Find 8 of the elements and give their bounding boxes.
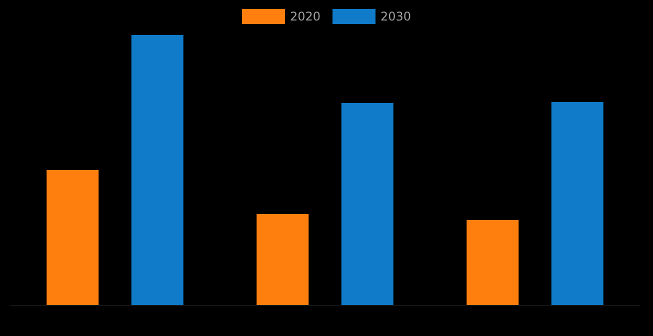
legend-label: 2030 xyxy=(380,10,412,24)
bar xyxy=(256,214,309,305)
bar xyxy=(46,170,99,305)
legend-label: 2020 xyxy=(290,10,321,24)
bar xyxy=(341,103,394,305)
bar xyxy=(466,220,519,305)
bar xyxy=(551,102,604,305)
bar xyxy=(131,35,184,305)
